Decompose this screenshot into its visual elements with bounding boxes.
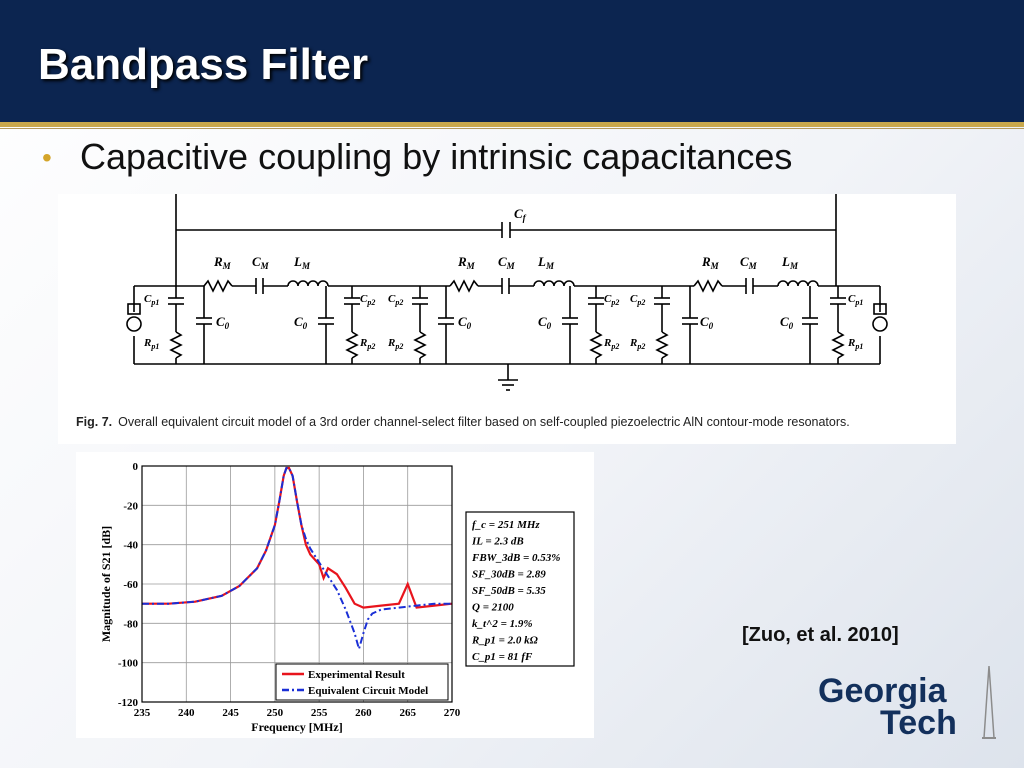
y-tick-label: 0 bbox=[133, 461, 139, 473]
x-tick-label: 260 bbox=[355, 707, 372, 719]
label-rp2-4: Rp2 bbox=[629, 337, 645, 351]
label-rp1-right: Rp1 bbox=[847, 337, 863, 351]
label-cp2-2: Cp2 bbox=[388, 293, 403, 307]
parameter-lines: f_c = 251 MHz IL = 2.3 dB FBW_3dB = 0.53% S… bbox=[471, 519, 560, 663]
y-tick-label: -20 bbox=[123, 500, 138, 512]
y-tick-label: -80 bbox=[123, 618, 138, 630]
label-cp2-1: Cp2 bbox=[360, 293, 375, 307]
label-rm-1: RM bbox=[213, 254, 232, 271]
label-cp2-3: Cp2 bbox=[604, 293, 619, 307]
y-tick-label: -100 bbox=[118, 658, 139, 670]
x-tick-labels: 235 240 245 250 255 260 265 270 bbox=[134, 707, 461, 719]
label-rp2-2: Rp2 bbox=[387, 337, 403, 351]
x-tick-label: 270 bbox=[444, 707, 461, 719]
label-lm-1: LM bbox=[293, 254, 311, 271]
legend bbox=[275, 663, 449, 701]
label-c0-4: C0 bbox=[538, 314, 552, 331]
label-lm-2: LM bbox=[537, 254, 555, 271]
georgia-tech-logo: Georgia Tech bbox=[818, 665, 1008, 744]
y-tick-label: -60 bbox=[123, 579, 138, 591]
label-cm-2: CM bbox=[498, 254, 516, 271]
label-rm-3: RM bbox=[701, 254, 720, 271]
gold-rule bbox=[0, 122, 1024, 127]
figure-caption: Fig. 7. Overall equivalent circuit model … bbox=[76, 415, 850, 429]
legend-label-experimental: Experimental Result bbox=[308, 669, 405, 681]
y-tick-label: -120 bbox=[118, 697, 139, 709]
y-tick-labels: 0 -20 -40 -60 -80 -100 -120 bbox=[118, 461, 139, 709]
parameter-line: R_p1 = 2.0 kΩ bbox=[471, 635, 539, 647]
logo-line-1: Georgia bbox=[818, 672, 947, 710]
x-axis-label: Frequency [MHz] bbox=[251, 720, 342, 734]
plot-frame bbox=[141, 465, 453, 703]
parameter-line: IL = 2.3 dB bbox=[471, 536, 524, 548]
slide-title: Bandpass Filter bbox=[38, 40, 369, 89]
label-rm-2: RM bbox=[457, 254, 476, 271]
parameter-line: SF_50dB = 5.35 bbox=[472, 585, 546, 597]
title-bar bbox=[0, 0, 1024, 122]
label-cp2-4: Cp2 bbox=[630, 293, 645, 307]
x-tick-label: 250 bbox=[267, 707, 284, 719]
x-tick-label: 245 bbox=[222, 707, 239, 719]
gold-rule-thin bbox=[0, 128, 1024, 129]
bullet-text: Capacitive coupling by intrinsic capacit… bbox=[80, 136, 793, 177]
parameter-line: Q = 2100 bbox=[472, 602, 514, 614]
label-cm-3: CM bbox=[740, 254, 758, 271]
legend-label-model: Equivalent Circuit Model bbox=[308, 685, 428, 697]
parameter-line: C_p1 = 81 fF bbox=[472, 651, 533, 663]
y-tick-label: -40 bbox=[123, 540, 138, 552]
label-cf: Cf bbox=[514, 206, 527, 223]
series-model-line bbox=[142, 467, 452, 653]
label-c0-6: C0 bbox=[780, 314, 794, 331]
label-c0-5: C0 bbox=[700, 314, 714, 331]
label-cp1-right: Cp1 bbox=[848, 293, 863, 307]
tower-icon bbox=[982, 665, 996, 739]
label-c0-1: C0 bbox=[216, 314, 230, 331]
label-c0-3: C0 bbox=[458, 314, 472, 331]
s21-chart: 235 240 245 250 255 260 265 270 0 -20 -40 -60 -80 -1… bbox=[76, 452, 594, 738]
label-cm-1: CM bbox=[252, 254, 270, 271]
y-axis-label: Magnitude of S21 [dB] bbox=[99, 526, 113, 642]
circuit-figure: Cf RM CM LM RM CM LM RM CM LM Cp1 Rp1 C0… bbox=[58, 0, 956, 444]
parameter-box bbox=[465, 511, 575, 667]
label-rp2-3: Rp2 bbox=[603, 337, 619, 351]
x-tick-label: 255 bbox=[311, 707, 328, 719]
parameter-line: SF_30dB = 2.89 bbox=[472, 569, 546, 581]
label-lm-3: LM bbox=[781, 254, 799, 271]
label-rp2-1: Rp2 bbox=[359, 337, 375, 351]
x-tick-label: 240 bbox=[178, 707, 195, 719]
parameter-line: FBW_3dB = 0.53% bbox=[471, 552, 560, 564]
chart-series bbox=[142, 466, 453, 653]
parameter-line: f_c = 251 MHz bbox=[472, 519, 540, 531]
x-tick-label: 235 bbox=[134, 707, 151, 719]
label-cp1-left: Cp1 bbox=[144, 293, 159, 307]
label-rp1-left: Rp1 bbox=[143, 337, 159, 351]
logo-line-2: Tech bbox=[880, 704, 957, 742]
series-experimental-line bbox=[142, 466, 453, 609]
x-tick-label: 265 bbox=[399, 707, 416, 719]
label-c0-2: C0 bbox=[294, 314, 308, 331]
chart-svg: 235 240 245 250 255 260 265 270 0 -20 -40 -60 -80 -1… bbox=[99, 461, 575, 734]
citation: [Zuo, et al. 2010] bbox=[742, 624, 899, 646]
parameter-line: k_t^2 = 1.9% bbox=[472, 618, 533, 630]
circuit-diagram: Cf RM CM LM RM CM LM RM CM LM Cp1 Rp1 C0… bbox=[76, 0, 888, 429]
bullet-icon: • bbox=[42, 142, 52, 173]
